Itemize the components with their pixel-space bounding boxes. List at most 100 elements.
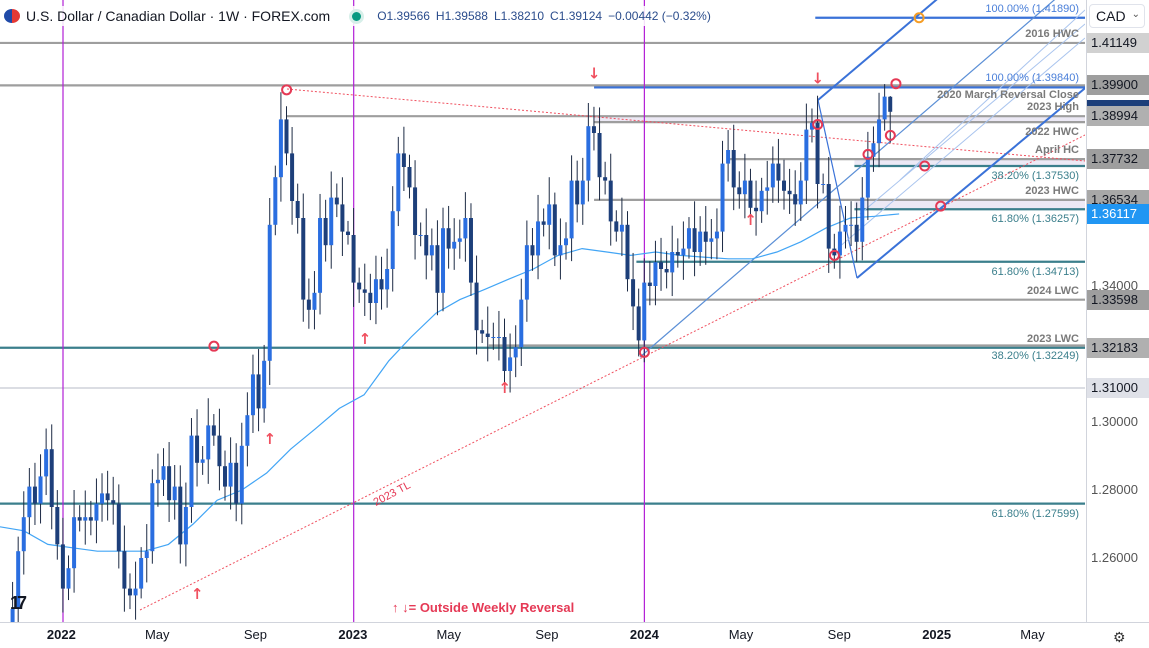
candle-bullish [619,224,624,232]
candle-bullish [452,241,457,249]
candle-bullish [239,445,244,504]
level-label: 100.00% (1.39840) [985,72,1079,85]
candle-bearish [351,235,356,283]
candle-bullish [714,231,719,239]
pivot-circle [828,249,840,261]
candle-bullish [519,299,524,348]
candle-bullish [709,238,714,242]
moving-average-line [0,213,900,552]
level-label: 2024 LWC [1027,284,1079,297]
candle-bullish [871,143,876,157]
candle-bearish [776,163,781,181]
candle-bearish [659,262,664,269]
tradingview-logo[interactable]: 17 [10,593,27,613]
price-tick-label: 1.26000 [1091,550,1138,565]
candle-bullish [16,551,21,609]
candle-bearish [446,228,451,249]
level-label: 2020 March Reversal Close [937,89,1079,102]
pivot-circle [884,129,896,141]
currency-selector[interactable]: CAD ⌄ [1089,4,1145,28]
candle-bearish [664,269,669,273]
candle-bearish [591,126,596,133]
time-tick-label: May [436,627,461,642]
candle-bearish [647,282,652,286]
candle-bullish [759,190,764,212]
candle-bullish [385,269,390,290]
candle-bearish [105,493,110,501]
candle-bearish [625,224,630,280]
candle-bearish [88,517,93,521]
candle-bullish [245,415,250,446]
reversal-arrow-down-icon: ↓ [588,65,601,83]
reversal-arrow-down-icon: ↓ [811,70,824,88]
candle-bullish [558,245,563,256]
time-axis[interactable] [0,622,1149,648]
level-zone-band [594,116,1085,123]
symbol-title[interactable]: U.S. Dollar / Canadian Dollar · 1W · FOR… [26,8,331,24]
price-tick-label: 1.34000 [1091,278,1138,293]
price-level-label: 1.36117 [1087,204,1149,225]
candle-bullish [373,279,378,303]
candle-bearish [530,245,535,256]
pivot-circle [935,200,947,212]
reversal-arrow-up-icon: ↑ [359,330,372,348]
candle-bearish [474,282,479,331]
pitchfork-parallel-line [859,23,1085,215]
chevron-down-icon: ⌄ [1131,9,1140,20]
candle-bearish [636,306,641,341]
candle-bullish [837,231,842,256]
candle-bullish [681,248,686,256]
candle-bearish [290,153,295,201]
price-level-label: 1.37732 [1087,149,1149,170]
open-value: O1.39566 [377,9,430,23]
candle-bullish [865,156,870,198]
candle-bullish [139,558,144,589]
reversal-arrow-up-icon: ↑ [498,379,511,397]
candle-bearish [178,486,183,545]
candle-bearish [368,292,373,303]
candle-bullish [580,180,585,205]
current-price-marker [1087,100,1149,106]
candle-bearish [793,194,798,205]
candle-bearish [826,184,831,249]
candle-bullish [150,483,155,552]
pivot-circle [862,148,874,160]
candle-bearish [284,119,289,154]
candle-bearish [167,466,172,501]
candle-bearish [541,221,546,225]
candle-bullish [250,374,255,416]
candle-bullish [228,462,233,487]
candle-bullish [183,507,188,545]
pitchfork-upper-tine [817,0,938,101]
candle-bullish [508,357,513,371]
candle-bullish [206,425,211,460]
candle-bearish [597,133,602,178]
candle-bullish [418,235,423,236]
candle-bullish [843,224,848,232]
market-open-status-icon [352,11,362,21]
candle-bullish [877,119,882,144]
chart-legend-header: U.S. Dollar / Canadian Dollar · 1W · FOR… [4,6,711,26]
candle-bearish [748,180,753,208]
ohlc-values: O1.39566 H1.39588 L1.38210 C1.39124 −0.0… [377,9,711,23]
candle-bearish [552,204,557,256]
candle-bullish [726,150,731,164]
candle-bullish [21,517,26,552]
candle-bearish [122,551,127,589]
candle-bearish [362,289,367,293]
candle-bearish [211,425,216,436]
time-tick-label: 2024 [629,627,659,642]
close-value: C1.39124 [550,9,603,23]
level-zone-band [854,199,1085,210]
reversal-arrow-up-icon: ↑ [744,211,757,229]
candle-bullish [161,466,166,480]
candle-bearish [223,466,228,487]
settings-gear-icon[interactable]: ⚙ [1113,629,1126,645]
candle-bearish [301,218,306,300]
candle-bearish [575,180,580,205]
pivot-circle [208,340,220,352]
candle-bullish [312,292,317,310]
candle-bearish [675,252,680,256]
candle-bullish [742,180,747,195]
